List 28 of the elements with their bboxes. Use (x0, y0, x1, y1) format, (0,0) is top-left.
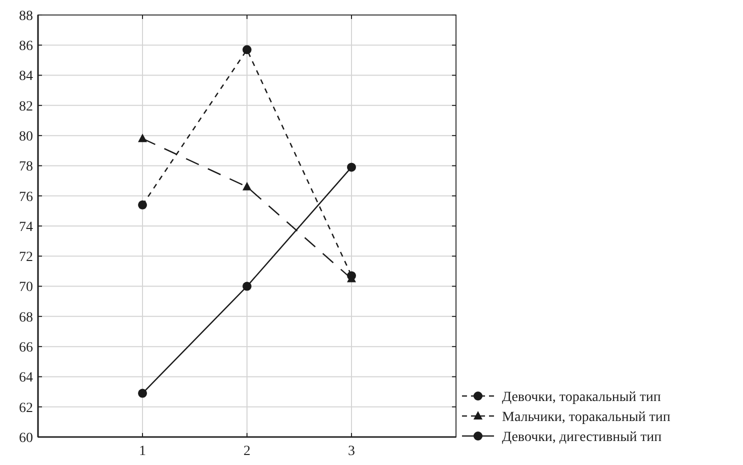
point (347, 162, 356, 172)
y-tick-label: 74 (19, 220, 33, 235)
y-tick-label: 80 (19, 129, 33, 144)
y-tick-label: 86 (19, 39, 33, 54)
legend-label: Девочки, дигестивный тип (502, 430, 662, 445)
point (242, 45, 252, 54)
y-tick-label: 88 (19, 8, 33, 24)
y-tick-label: 70 (19, 280, 33, 296)
point (138, 200, 147, 210)
y-tick-label: 64 (19, 370, 33, 386)
y-tick-label: 82 (19, 99, 33, 114)
point (138, 388, 147, 398)
legend-label: Мальчики, торакальный тип (502, 410, 671, 425)
point (242, 182, 252, 190)
y-tick-label: 66 (19, 340, 33, 356)
y-tick-label: 84 (19, 69, 33, 84)
y-tick-label: 78 (19, 160, 33, 175)
point (138, 134, 147, 142)
x-tick-label: 3 (348, 444, 355, 459)
point (242, 282, 252, 291)
y-tick-label: 68 (19, 310, 33, 326)
y-tick-label: 62 (19, 400, 33, 416)
x-tick-label: 2 (244, 444, 250, 459)
y-tick-label: 72 (19, 250, 33, 266)
legend-label: Девочки, торакальный тип (502, 390, 662, 405)
x-tick-label: 1 (139, 444, 146, 459)
y-tick-label: 76 (19, 190, 33, 205)
y-tick-label: 60 (19, 430, 33, 446)
